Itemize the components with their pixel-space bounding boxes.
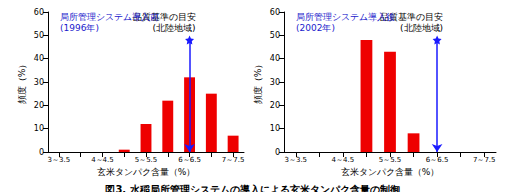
svg-text:4～4.5: 4～4.5 <box>91 156 114 164</box>
svg-text:0: 0 <box>275 148 280 157</box>
svg-text:6～6.5: 6～6.5 <box>426 156 449 164</box>
svg-text:7～7.5: 7～7.5 <box>222 156 245 164</box>
svg-text:4～4.5: 4～4.5 <box>332 156 355 164</box>
svg-text:5～5.5: 5～5.5 <box>135 156 158 164</box>
svg-text:20: 20 <box>270 101 280 110</box>
svg-text:40: 40 <box>270 54 280 63</box>
svg-text:10: 10 <box>270 124 280 133</box>
svg-text:頻度（%）: 頻度（%） <box>17 60 27 105</box>
svg-text:(1996年): (1996年) <box>60 23 99 33</box>
svg-text:5～5.5: 5～5.5 <box>379 156 402 164</box>
svg-text:6～6.5: 6～6.5 <box>178 156 201 164</box>
svg-text:40: 40 <box>34 54 44 63</box>
svg-text:50: 50 <box>270 31 280 40</box>
svg-text:品質基準の目安: 品質基準の目安 <box>132 11 196 22</box>
svg-text:3～3.5: 3～3.5 <box>48 156 71 164</box>
svg-text:図3. 水稲局所管理システムの導入による玄米タンパク含量の制: 図3. 水稲局所管理システムの導入による玄米タンパク含量の制御 <box>105 184 399 192</box>
svg-text:玄米タンパク含量（%）: 玄米タンパク含量（%） <box>341 167 440 177</box>
svg-text:60: 60 <box>270 8 280 17</box>
svg-text:(北陸地域): (北陸地域) <box>153 23 196 33</box>
svg-text:7～7.5: 7～7.5 <box>473 156 496 164</box>
svg-text:玄米タンパク含量（%）: 玄米タンパク含量（%） <box>97 167 196 177</box>
svg-text:3～3.5: 3～3.5 <box>284 156 307 164</box>
svg-text:品質基準の目安: 品質基準の目安 <box>380 11 444 22</box>
svg-text:局所管理システム導入後: 局所管理システム導入後 <box>296 12 395 22</box>
svg-text:(北陸地域): (北陸地域) <box>400 23 443 33</box>
svg-text:10: 10 <box>34 124 44 133</box>
svg-text:(2002年): (2002年) <box>296 23 335 33</box>
svg-text:20: 20 <box>34 101 44 110</box>
svg-text:0: 0 <box>39 148 44 157</box>
svg-text:30: 30 <box>34 78 44 87</box>
svg-text:頻度（%）: 頻度（%） <box>253 60 263 105</box>
svg-text:50: 50 <box>34 31 44 40</box>
svg-text:局所管理システム導入前: 局所管理システム導入前 <box>60 12 159 22</box>
svg-text:30: 30 <box>270 78 280 87</box>
svg-text:60: 60 <box>34 8 44 17</box>
